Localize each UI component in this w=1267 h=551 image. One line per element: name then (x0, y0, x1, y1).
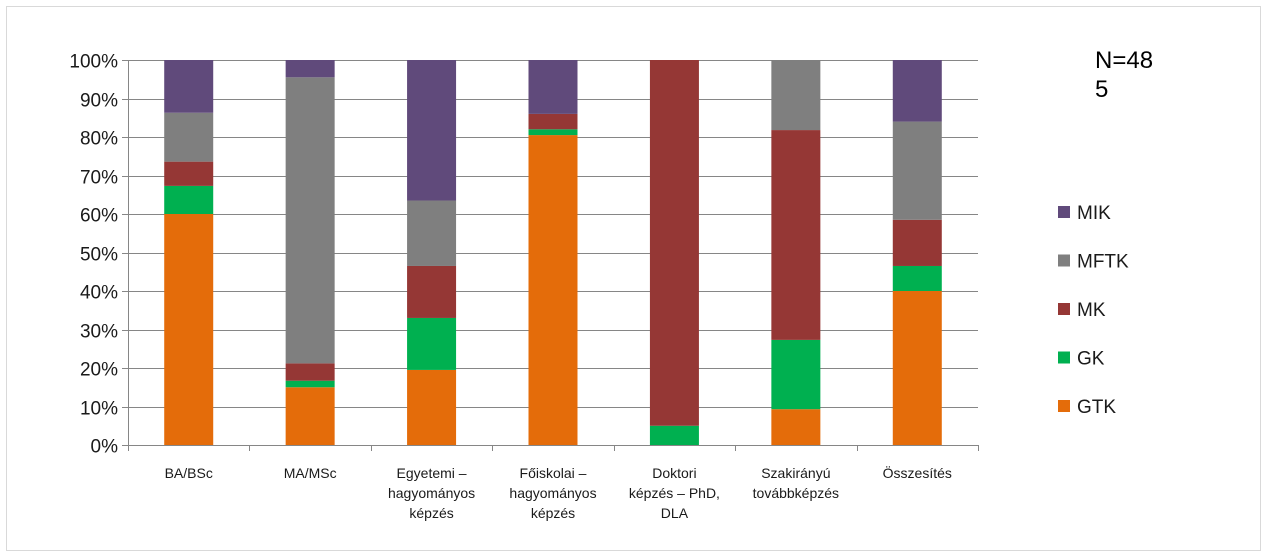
bar-segment-gtk (285, 387, 335, 445)
sample-size-annotation: N=485 (1095, 47, 1153, 103)
legend: MIK MFTK MK GK GTK (1058, 203, 1129, 418)
bar-segment-mk (892, 219, 942, 266)
bar-segment-gtk (771, 409, 821, 445)
legend-label-gtk: GTK (1077, 397, 1116, 418)
x-axis-categories: BA/BSc MA/MSc Egyetemi – hagyományos képzés F… (165, 464, 952, 521)
bar-segment-gk (771, 339, 821, 410)
bar-segment-gtk (164, 214, 214, 445)
bar-segment-mk (164, 161, 214, 186)
x-category-label: Összesítés (883, 464, 952, 481)
legend-label-mftk: MFTK (1077, 252, 1129, 273)
legend-label-mik: MIK (1077, 203, 1111, 224)
legend-swatch-mftk (1058, 254, 1070, 267)
legend-swatch-gk (1058, 351, 1070, 364)
bar-segment-gk (407, 317, 457, 370)
legend-swatch-mik (1058, 206, 1070, 218)
y-tick-label: 30% (80, 322, 118, 343)
bar-segment-gk (892, 265, 942, 291)
y-tick-label: 60% (80, 206, 118, 227)
bar-segment-mftk (892, 121, 942, 220)
bar-segment-gk (528, 129, 578, 136)
bar-segment-mik (892, 60, 942, 122)
legend-label-gk: GK (1077, 349, 1105, 370)
y-tick-label: 70% (80, 168, 118, 189)
bar-segment-mk (771, 130, 821, 340)
bar-segment-mftk (771, 60, 821, 131)
bar-segment-mk (649, 60, 699, 426)
annotation-line: 5 (1095, 76, 1108, 103)
bar-segment-gtk (407, 369, 457, 445)
bar-segment-gtk (528, 135, 578, 445)
y-tick-label: 20% (80, 360, 118, 381)
annotation-line: N=48 (1095, 47, 1153, 74)
y-tick-label: 10% (80, 399, 118, 420)
bar-segment-mik (407, 60, 457, 201)
bar-segment-mik (164, 60, 214, 113)
y-tick-label: 40% (80, 283, 118, 304)
bar-segment-gtk (892, 291, 942, 445)
bar-segment-gk (285, 380, 335, 388)
legend-label-mk: MK (1077, 300, 1106, 321)
x-category-label: Egyetemi – hagyományos képzés (388, 465, 475, 521)
legend-swatch-mk (1058, 303, 1070, 315)
y-axis-ticks: 0% 10% 20% 30% 40% 50% 60% 70% 80% 90% 100% (69, 52, 128, 458)
bar-segment-mk (528, 113, 578, 130)
x-category-label: MA/MSc (284, 465, 337, 481)
y-tick-label: 100% (69, 52, 118, 73)
x-category-label: BA/BSc (165, 465, 213, 481)
bar-segment-mftk (407, 200, 457, 266)
bar-segment-gk (649, 425, 699, 445)
y-tick-label: 90% (80, 91, 118, 112)
y-tick-label: 50% (80, 245, 118, 266)
x-category-label: Főiskolai – hagyományos képzés (509, 465, 596, 521)
axes (128, 60, 979, 451)
bar-segment-mftk (164, 112, 214, 162)
y-tick-label: 80% (80, 129, 118, 150)
bars (164, 60, 942, 445)
bar-segment-gk (164, 185, 214, 214)
x-category-label: Szakirányú továbbképzés (753, 465, 839, 501)
bar-segment-mik (528, 60, 578, 114)
bar-segment-mk (285, 363, 335, 381)
y-tick-label: 0% (91, 437, 119, 458)
legend-swatch-gtk (1058, 400, 1070, 412)
bar-segment-mik (285, 60, 335, 78)
bar-segment-mftk (285, 77, 335, 364)
bar-segment-mk (407, 265, 457, 318)
x-category-label: Doktori képzés – PhD, DLA (629, 465, 720, 521)
